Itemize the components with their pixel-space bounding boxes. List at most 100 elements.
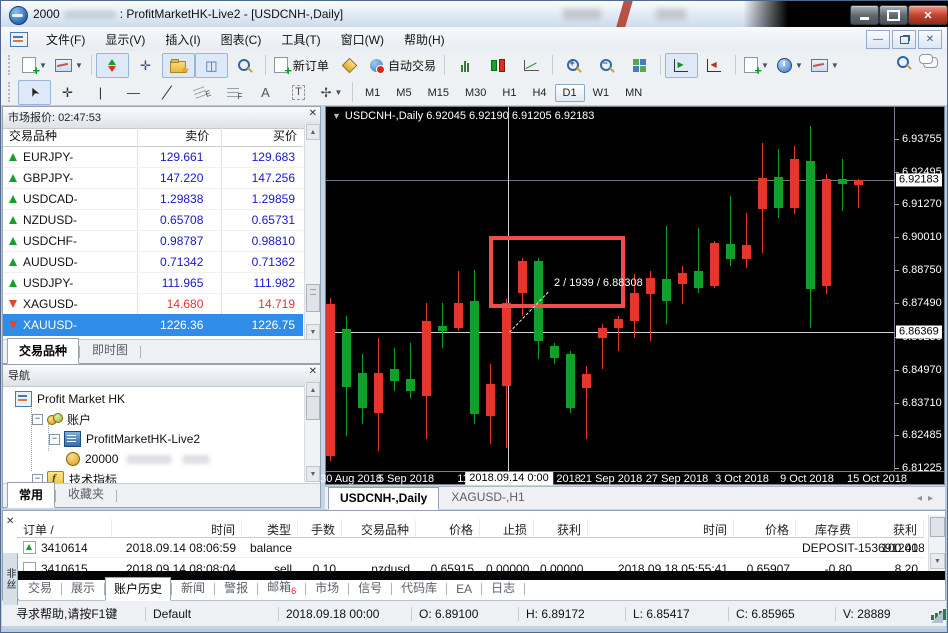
strategy-tester-button[interactable] <box>228 53 261 78</box>
market-row-nzdusd[interactable]: NZDUSD- 0.65708 0.65731 <box>3 209 303 231</box>
orders-column-header[interactable]: 手数 <box>298 519 342 537</box>
crosshair-tool-button[interactable]: ✛ <box>62 84 73 100</box>
menu-item[interactable]: 窗口(W) <box>340 32 384 47</box>
market-row-audusd[interactable]: AUDUSD- 0.71342 0.71362 <box>3 251 303 273</box>
navigator-item[interactable]: − 账户 <box>32 409 91 429</box>
bar-chart-button[interactable] <box>449 53 482 78</box>
terminal-tab[interactable]: 日志 <box>491 581 516 595</box>
arrows-tool-button[interactable]: ✢ ▼ <box>320 84 343 100</box>
new-order-button[interactable]: 新订单 <box>270 53 333 78</box>
fibonacci-tool-button[interactable]: F <box>216 80 249 105</box>
market-row-gbpjpy[interactable]: GBPJPY- 147.220 147.256 <box>3 167 303 189</box>
menu-item[interactable]: 文件(F) <box>46 32 86 47</box>
orders-column-header[interactable]: 时间 <box>112 519 242 537</box>
navigator-item[interactable]: − ProfitMarketHK-Live2 <box>49 429 200 449</box>
chart-plot-area[interactable]: 2 / 1939 / 6.88308 ▼ USDCNH-,Daily 6.9204… <box>326 107 894 471</box>
orders-column-header[interactable]: 价格 <box>416 519 480 537</box>
profiles-button[interactable]: ▼ <box>51 53 87 78</box>
terminal-tab[interactable]: 代码库 <box>401 581 438 595</box>
vertical-line-tool-button[interactable]: | <box>98 84 103 100</box>
close-icon[interactable]: ✕ <box>6 516 15 527</box>
navigator-toggle-button[interactable] <box>161 52 195 78</box>
text-tool-button[interactable]: A <box>261 84 270 100</box>
price-axis[interactable]: 6.92183 6.86369 6.93755 6.92495 6.91270 6.9… <box>894 107 946 474</box>
horizontal-line-tool-button[interactable]: — <box>127 84 140 100</box>
period-button-m5[interactable]: M5 <box>396 87 412 99</box>
window-minimize-button[interactable] <box>850 5 879 25</box>
templates-button[interactable]: ▼ <box>807 53 843 78</box>
terminal-tab[interactable]: EA <box>456 582 473 596</box>
orders-column-header[interactable]: 获利 <box>534 519 588 537</box>
new-chart-button[interactable]: ▼ <box>18 53 51 78</box>
docked-vertical-tab[interactable]: 非丝 <box>3 553 18 605</box>
terminal-tab[interactable]: 市场 <box>315 581 340 595</box>
menu-item[interactable]: 帮助(H) <box>403 32 445 47</box>
close-icon[interactable]: ✕ <box>308 366 317 377</box>
period-button-d1[interactable]: D1 <box>554 84 585 102</box>
navigator-tab[interactable]: 收藏夹 <box>68 487 105 501</box>
metaeditor-button[interactable] <box>333 53 366 78</box>
terminal-tab[interactable]: 交易 <box>28 581 53 595</box>
data-window-button[interactable]: ✛ <box>139 57 151 73</box>
chart-tab[interactable]: USDCNH-,Daily <box>328 487 440 510</box>
time-axis[interactable]: 2018.09.14 0:00 30 Aug 2018 5 Sep 2018 11 p… <box>320 471 945 486</box>
terminal-tab[interactable]: 新闻 <box>181 581 206 595</box>
window-close-button[interactable]: ✕ <box>908 5 948 25</box>
orders-column-header[interactable]: 类型 <box>242 519 298 537</box>
mdi-restore-button[interactable] <box>892 30 916 49</box>
market-watch-toggle-button[interactable] <box>95 52 129 78</box>
market-watch-tab[interactable]: 即时图 <box>92 343 129 357</box>
auto-scroll-button[interactable] <box>664 52 698 78</box>
indicators-button[interactable]: ▼ <box>740 53 773 78</box>
trendline-tool-button[interactable]: ╱ <box>161 84 172 100</box>
period-button-m30[interactable]: M30 <box>464 87 487 99</box>
candlestick-button[interactable] <box>482 53 515 78</box>
resize-grip[interactable] <box>931 611 943 623</box>
cursor-tool-button[interactable]: ➤ <box>18 79 51 105</box>
chart-shift-button[interactable] <box>698 53 731 78</box>
mdi-minimize-button[interactable]: — <box>866 30 890 49</box>
drawn-rectangle-annotation[interactable] <box>489 236 625 308</box>
tile-windows-button[interactable] <box>623 53 656 78</box>
orders-column-header[interactable]: 止损 <box>480 519 534 537</box>
navigator-item[interactable]: Profit Market HK <box>15 389 125 409</box>
period-button-m15[interactable]: M15 <box>427 87 449 99</box>
period-button-mn[interactable]: MN <box>625 87 643 99</box>
mdi-close-button[interactable]: ✕ <box>918 30 942 49</box>
zoom-in-button[interactable]: + <box>557 53 590 78</box>
orders-column-header[interactable]: 交易品种 <box>342 519 416 537</box>
terminal-toggle-button[interactable]: ◫ <box>194 52 228 78</box>
navigator-scrollbar[interactable]: ▲ ▼ <box>304 382 320 482</box>
chat-icon[interactable] <box>919 53 938 68</box>
orders-column-header[interactable]: 库存费 <box>796 519 858 537</box>
period-button-h4[interactable]: H4 <box>532 87 547 99</box>
menu-item[interactable]: 图表(C) <box>220 32 262 47</box>
window-maximize-button[interactable] <box>879 5 908 25</box>
menu-item[interactable]: 工具(T) <box>281 32 321 47</box>
tree-collapse-icon[interactable]: − <box>49 433 60 445</box>
navigator-tab[interactable]: 常用 <box>7 482 56 508</box>
channel-tool-button[interactable]: E <box>183 80 216 105</box>
market-watch-tab[interactable]: 交易品种 <box>7 338 80 364</box>
orders-column-header[interactable]: 价格 <box>734 519 796 537</box>
zoom-out-button[interactable]: − <box>590 53 623 78</box>
market-watch-scrollbar[interactable]: ▲ ▼ <box>304 124 320 340</box>
periods-button[interactable]: ▼ <box>773 53 807 78</box>
order-row[interactable]: 3410614 2018.09.14 08:06:59 balance DEPOSIT… <box>17 537 924 558</box>
terminal-tab[interactable]: 警报 <box>224 581 249 595</box>
market-row-usdcad[interactable]: USDCAD- 1.29838 1.29859 <box>3 188 303 210</box>
order-row[interactable]: 3410615 2018.09.14 08:08:04 sell 0.10 nzdusd… <box>17 558 924 571</box>
chart-tab[interactable]: XAGUSD-,H1 <box>451 490 525 504</box>
terminal-tab[interactable]: 邮箱6 <box>267 580 297 596</box>
orders-column-header[interactable]: 订单 / <box>17 519 112 537</box>
market-row-eurjpy[interactable]: EURJPY- 129.661 129.683 <box>3 146 303 168</box>
market-row-xagusd[interactable]: XAGUSD- 14.680 14.719 <box>3 293 303 315</box>
period-button-m1[interactable]: M1 <box>365 87 381 99</box>
period-button-w1[interactable]: W1 <box>592 87 610 99</box>
market-row-usdchf[interactable]: USDCHF- 0.98787 0.98810 <box>3 230 303 252</box>
auto-trading-button[interactable]: 自动交易 <box>366 53 440 78</box>
search-icon[interactable] <box>897 56 909 68</box>
terminal-tab[interactable]: 展示 <box>71 581 96 595</box>
chart-window[interactable]: 2 / 1939 / 6.88308 ▼ USDCNH-,Daily 6.9204… <box>320 106 946 486</box>
market-row-xauusd[interactable]: XAUUSD- 1226.36 1226.75 <box>3 314 303 336</box>
